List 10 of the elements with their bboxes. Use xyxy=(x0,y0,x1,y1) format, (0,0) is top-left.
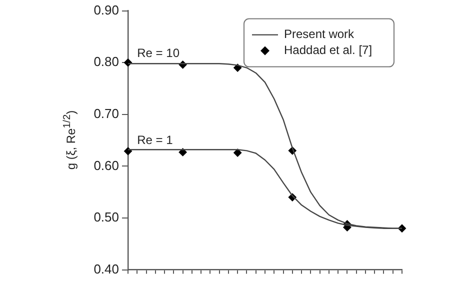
legend-label: Haddad et al. [7] xyxy=(284,43,372,58)
y-tick-label: 0.40 xyxy=(94,261,119,276)
y-tick-label: 0.90 xyxy=(94,2,119,18)
y-tick-label: 0.80 xyxy=(94,54,119,70)
annotation: Re = 1 xyxy=(137,132,174,147)
y-tick-label: 0.70 xyxy=(94,106,119,121)
legend-label: Present work xyxy=(284,27,356,42)
annotation: Re = 10 xyxy=(137,46,180,60)
y-tick-label: 0.50 xyxy=(94,210,119,225)
y-tick-label: 0.60 xyxy=(94,158,119,173)
